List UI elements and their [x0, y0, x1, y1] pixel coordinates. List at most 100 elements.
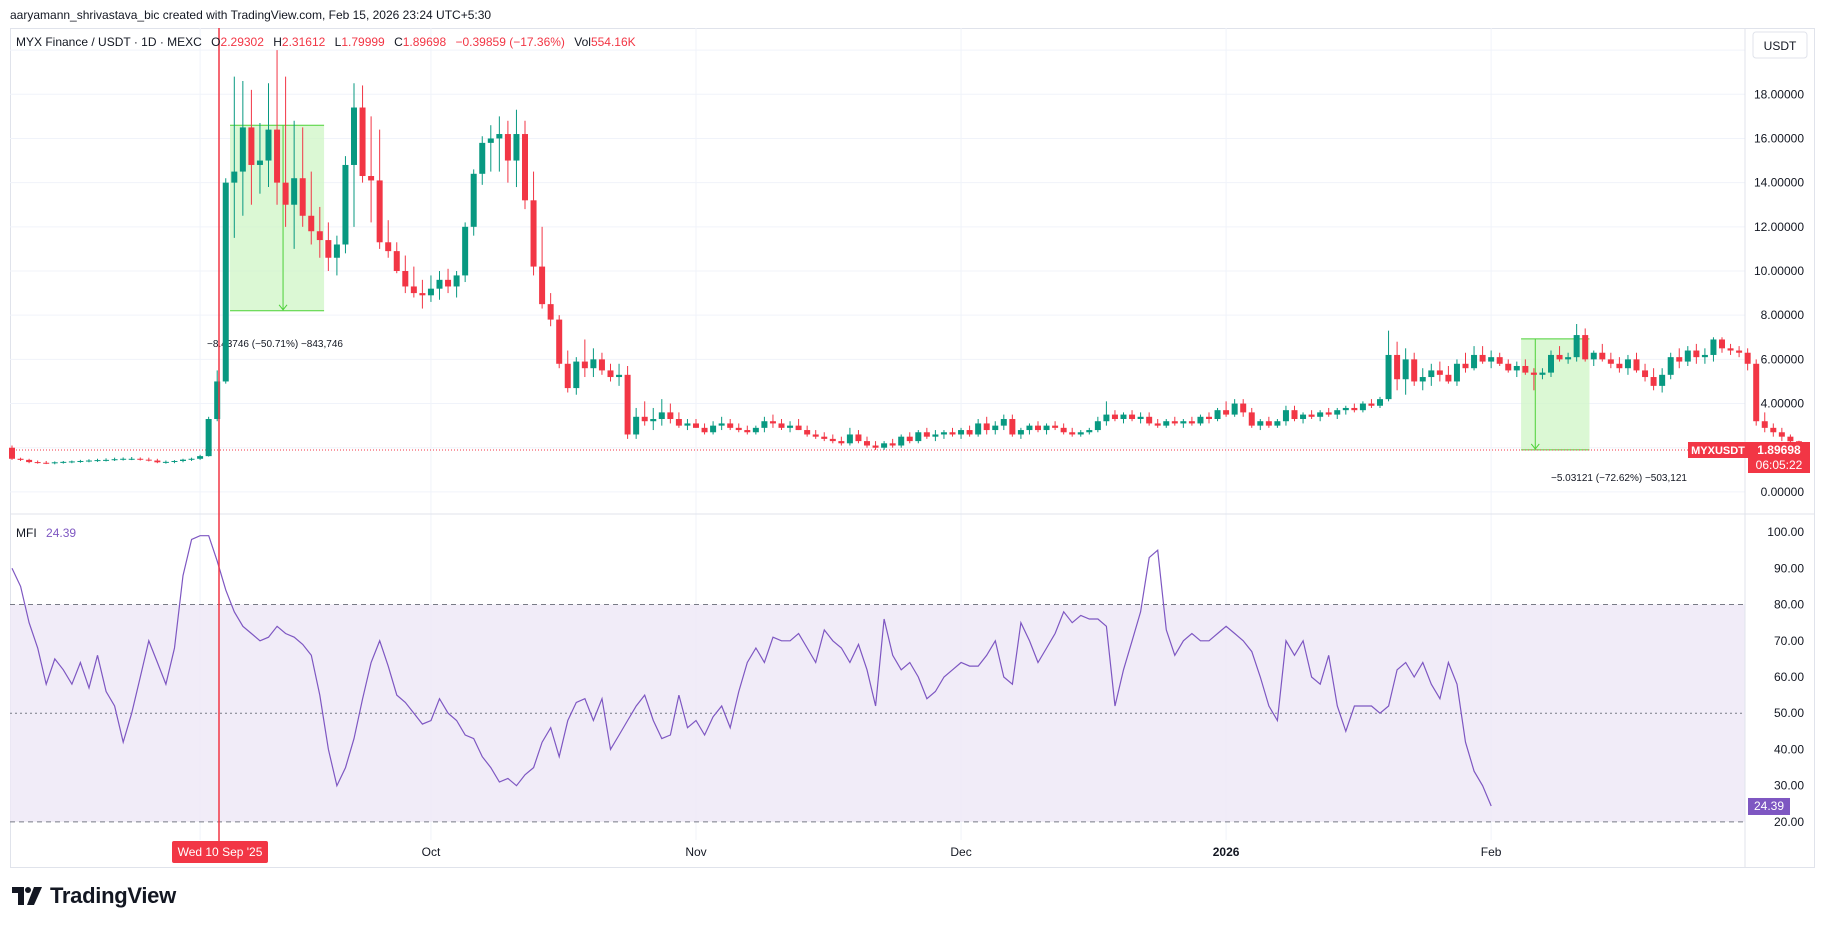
- candle[interactable]: [1445, 365, 1452, 384]
- candle[interactable]: [308, 171, 315, 245]
- candle[interactable]: [1770, 423, 1777, 437]
- candle[interactable]: [1206, 412, 1212, 424]
- candle[interactable]: [778, 419, 785, 431]
- candle[interactable]: [359, 85, 366, 183]
- candle[interactable]: [1171, 416, 1178, 426]
- candle[interactable]: [710, 421, 717, 435]
- candle[interactable]: [1684, 346, 1691, 366]
- candle[interactable]: [675, 412, 682, 428]
- candle[interactable]: [410, 266, 417, 298]
- candle[interactable]: [684, 419, 691, 431]
- candle[interactable]: [1539, 368, 1546, 380]
- candle[interactable]: [1522, 359, 1529, 375]
- candle[interactable]: [77, 459, 84, 463]
- candle[interactable]: [838, 436, 845, 446]
- candle[interactable]: [1163, 419, 1170, 428]
- candle[interactable]: [239, 81, 246, 216]
- candle[interactable]: [795, 419, 802, 431]
- candle[interactable]: [1778, 427, 1785, 442]
- candle[interactable]: [1282, 405, 1289, 426]
- candle[interactable]: [1761, 412, 1768, 433]
- candle[interactable]: [103, 458, 110, 462]
- candle[interactable]: [1693, 343, 1700, 364]
- candle[interactable]: [1052, 421, 1059, 431]
- candle[interactable]: [1402, 348, 1409, 395]
- tradingview-logo[interactable]: TradingView: [12, 883, 176, 909]
- candle[interactable]: [769, 414, 776, 428]
- candle[interactable]: [992, 421, 999, 435]
- candle[interactable]: [214, 370, 221, 422]
- candle[interactable]: [846, 427, 853, 446]
- candle[interactable]: [812, 430, 819, 439]
- candle[interactable]: [385, 220, 392, 258]
- candle[interactable]: [325, 222, 332, 271]
- candle[interactable]: [479, 136, 486, 185]
- candle[interactable]: [1394, 341, 1401, 391]
- candle[interactable]: [376, 129, 383, 249]
- candle[interactable]: [436, 271, 443, 300]
- candle[interactable]: [154, 458, 161, 464]
- candle[interactable]: [333, 235, 340, 276]
- candle[interactable]: [128, 457, 135, 461]
- candle[interactable]: [1719, 337, 1725, 353]
- candle[interactable]: [496, 116, 503, 172]
- candle[interactable]: [915, 430, 922, 444]
- mfi-line[interactable]: [11, 535, 1492, 807]
- candlestick-series[interactable]: [9, 50, 1802, 465]
- candle[interactable]: [1291, 405, 1298, 422]
- candle[interactable]: [1590, 350, 1597, 366]
- candle[interactable]: [1137, 412, 1144, 424]
- candle[interactable]: [1513, 361, 1520, 378]
- candle[interactable]: [120, 457, 127, 461]
- candle[interactable]: [1385, 330, 1392, 402]
- candle[interactable]: [761, 416, 768, 433]
- candle[interactable]: [1599, 343, 1606, 362]
- candle[interactable]: [145, 457, 152, 462]
- candle[interactable]: [1026, 423, 1033, 435]
- candle[interactable]: [34, 460, 41, 464]
- currency-button[interactable]: USDT: [1752, 31, 1808, 59]
- candle[interactable]: [1000, 414, 1007, 431]
- candle[interactable]: [1744, 348, 1751, 371]
- candle[interactable]: [222, 178, 229, 384]
- candle[interactable]: [1077, 430, 1084, 437]
- candle[interactable]: [1753, 359, 1760, 426]
- candle[interactable]: [43, 460, 50, 465]
- candle[interactable]: [1471, 346, 1478, 371]
- candle[interactable]: [1359, 401, 1366, 413]
- candle[interactable]: [1650, 368, 1657, 391]
- candle[interactable]: [906, 432, 913, 444]
- candle[interactable]: [94, 458, 101, 462]
- candle[interactable]: [393, 242, 400, 274]
- candle[interactable]: [616, 363, 623, 386]
- candle[interactable]: [1573, 324, 1580, 362]
- candle[interactable]: [111, 457, 118, 461]
- candle[interactable]: [1325, 407, 1332, 417]
- candle[interactable]: [1060, 423, 1067, 435]
- candle[interactable]: [1453, 359, 1460, 386]
- candle[interactable]: [1231, 399, 1238, 417]
- candle[interactable]: [470, 169, 477, 236]
- candle[interactable]: [274, 50, 281, 205]
- candle[interactable]: [1582, 328, 1589, 362]
- candle[interactable]: [898, 434, 905, 448]
- candle[interactable]: [1530, 368, 1537, 391]
- candle[interactable]: [1488, 350, 1495, 369]
- candle[interactable]: [1565, 352, 1572, 364]
- candle[interactable]: [1436, 361, 1443, 382]
- candle[interactable]: [1300, 412, 1307, 424]
- candle[interactable]: [1419, 368, 1426, 391]
- candle[interactable]: [701, 423, 708, 435]
- candle[interactable]: [752, 425, 759, 435]
- candle[interactable]: [530, 171, 537, 276]
- candle[interactable]: [368, 116, 375, 223]
- candle[interactable]: [26, 458, 33, 464]
- candle[interactable]: [1188, 416, 1195, 426]
- candle[interactable]: [735, 423, 742, 433]
- candle[interactable]: [1308, 410, 1315, 420]
- candle[interactable]: [1017, 427, 1024, 439]
- candle[interactable]: [60, 460, 67, 464]
- candle[interactable]: [1710, 337, 1717, 362]
- candle[interactable]: [445, 268, 452, 294]
